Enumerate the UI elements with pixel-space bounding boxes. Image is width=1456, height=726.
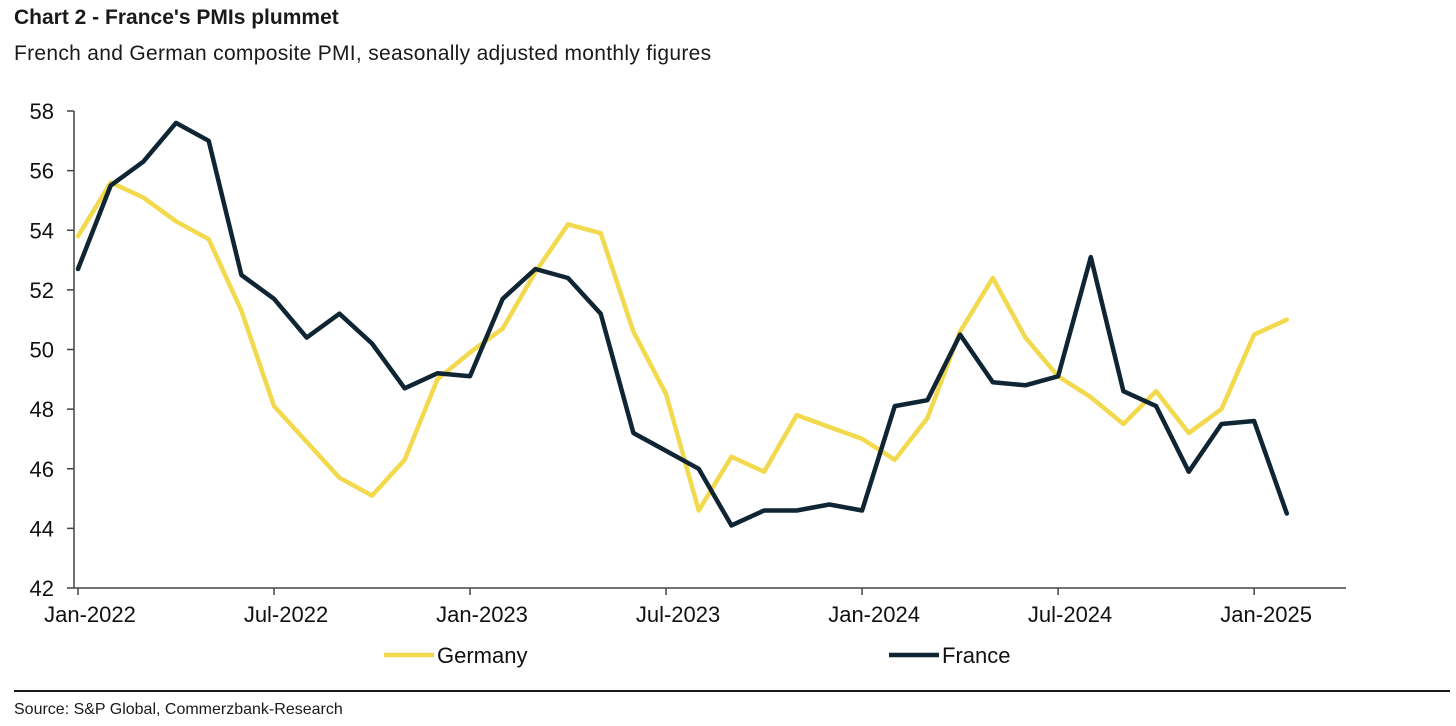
x-tick-label: Jan-2023 (436, 602, 528, 627)
x-tick-label: Jul-2023 (636, 602, 720, 627)
series-line-france (75, 120, 1290, 528)
x-tick-label: Jul-2022 (244, 602, 328, 627)
x-tick-label: Jan-2022 (44, 602, 136, 627)
x-axis: Jan-2022 Jul-2022 Jan-2023 Jul-2023 Jan-2024… (44, 587, 1346, 627)
y-tick-label: 56 (30, 159, 54, 184)
y-tick-label: 46 (30, 457, 54, 482)
legend-label-france: France (942, 643, 1010, 668)
footer-divider (14, 690, 1450, 692)
y-tick-label: 50 (30, 338, 54, 363)
y-tick-label: 44 (30, 516, 54, 541)
x-tick-label: Jan-2024 (828, 602, 920, 627)
series-line-germany (75, 180, 1290, 513)
y-tick-label: 54 (30, 218, 54, 243)
source-note: Source: S&P Global, Commerzbank-Research (14, 701, 343, 718)
series-lines (75, 120, 1290, 528)
legend: Germany France (384, 643, 1010, 668)
y-tick-label: 58 (30, 99, 54, 124)
y-tick-label: 42 (30, 576, 54, 601)
y-tick-label: 52 (30, 278, 54, 303)
y-tick-label: 48 (30, 397, 54, 422)
legend-label-germany: Germany (437, 643, 527, 668)
x-tick-label: Jan-2025 (1220, 602, 1312, 627)
chart-subtitle: French and German composite PMI, seasona… (14, 42, 712, 65)
x-tick-label: Jul-2024 (1028, 602, 1112, 627)
y-axis: 42 44 46 48 50 52 54 56 58 (30, 99, 75, 601)
chart-title: Chart 2 - France's PMIs plummet (14, 6, 339, 29)
